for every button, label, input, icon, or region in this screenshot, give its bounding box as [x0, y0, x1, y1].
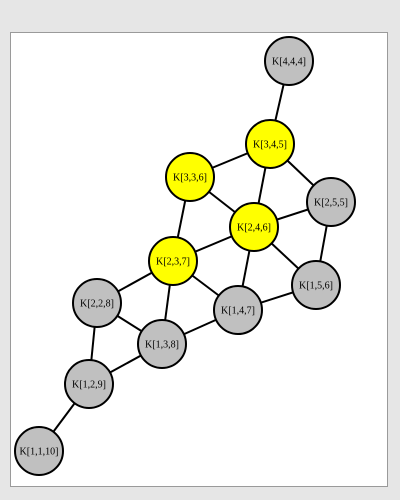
node-label: K[1,3,8]	[145, 340, 179, 351]
node-k1110: K[1,1,10]	[15, 427, 63, 475]
node-k129: K[1,2,9]	[65, 360, 113, 408]
node-k444: K[4,4,4]	[265, 37, 313, 85]
node-k228: K[2,2,8]	[73, 279, 121, 327]
node-k156: K[1,5,6]	[292, 261, 340, 309]
node-label: K[2,2,8]	[80, 299, 114, 310]
node-k147: K[1,4,7]	[214, 286, 262, 334]
node-label: K[1,5,6]	[299, 281, 333, 292]
node-label: K[2,4,6]	[237, 223, 271, 234]
node-label: K[1,2,9]	[72, 380, 106, 391]
node-k255: K[2,5,5]	[307, 178, 355, 226]
node-label: K[3,4,5]	[253, 140, 287, 151]
node-label: K[3,3,6]	[173, 173, 207, 184]
node-label: K[2,5,5]	[314, 198, 348, 209]
node-label: K[1,4,7]	[221, 306, 255, 317]
node-label: K[1,1,10]	[20, 447, 59, 458]
node-k336: K[3,3,6]	[166, 153, 214, 201]
nodes-layer: K[4,4,4] K[3,4,5] K[3,3,6] K[2,5,5] K[2,4,6]…	[15, 37, 355, 475]
node-k246: K[2,4,6]	[230, 203, 278, 251]
node-k138: K[1,3,8]	[138, 320, 186, 368]
node-label: K[4,4,4]	[272, 57, 306, 68]
node-k237: K[2,3,7]	[149, 237, 197, 285]
node-label: K[2,3,7]	[156, 257, 190, 268]
node-k345: K[3,4,5]	[246, 120, 294, 168]
